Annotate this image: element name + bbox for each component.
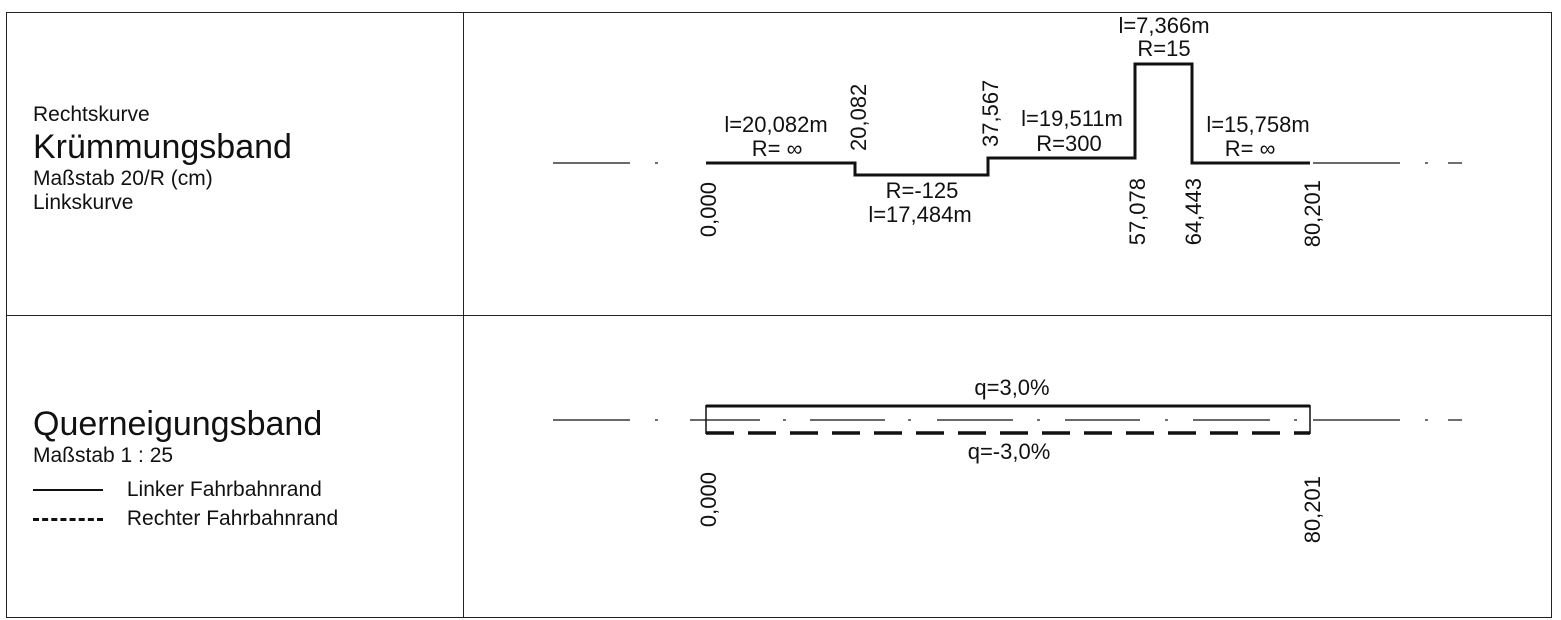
segment-1-length: l=20,082m bbox=[724, 112, 827, 137]
station-label: 64,443 bbox=[1181, 178, 1206, 245]
kruemmungsband-title: Krümmungsband bbox=[33, 128, 292, 166]
station-label: 0,000 bbox=[696, 182, 721, 237]
segment-3-radius: R=300 bbox=[1036, 131, 1101, 156]
segment-2-radius: R=-125 bbox=[886, 178, 959, 203]
segment-3-length: l=19,511m bbox=[1021, 106, 1123, 131]
legend-solid-label: Linker Fahrbahnrand bbox=[126, 478, 322, 501]
solid-line-symbol bbox=[33, 489, 103, 492]
curvature-band-line bbox=[706, 62, 1310, 177]
right-curve-note: Rechtskurve bbox=[33, 103, 150, 126]
left-curve-note: Linkskurve bbox=[33, 191, 134, 214]
segment-4-radius: R=15 bbox=[1137, 36, 1190, 61]
segment-5-length: l=15,758m bbox=[1206, 112, 1309, 137]
querneigungsband-labels: Querneigungsband Maßstab 1 : 25 bbox=[33, 404, 322, 468]
station-label: 57,078 bbox=[1125, 178, 1150, 245]
legend-solid: Linker Fahrbahnrand bbox=[33, 478, 322, 502]
legend-dashed: Rechter Fahrbahnrand bbox=[33, 507, 338, 531]
station-label: 0,000 bbox=[696, 472, 721, 527]
kruemmungsband-scale: Maßstab 20/R (cm) bbox=[33, 167, 213, 190]
segment-4-length: l=7,366m bbox=[1118, 13, 1209, 38]
q-left-label: q=3,0% bbox=[974, 375, 1049, 400]
station-label: 37,567 bbox=[978, 80, 1003, 147]
station-label: 80,201 bbox=[1300, 476, 1325, 543]
legend-dashed-label: Rechter Fahrbahnrand bbox=[126, 507, 339, 530]
station-label: 80,201 bbox=[1300, 180, 1325, 247]
q-right-label: q=-3,0% bbox=[968, 439, 1051, 464]
row-divider bbox=[6, 315, 1552, 316]
segment-1-radius: R= ∞ bbox=[752, 136, 803, 161]
station-label: 20,082 bbox=[846, 84, 871, 151]
segment-2-length: l=17,484m bbox=[868, 202, 971, 227]
querneigungsband-title: Querneigungsband bbox=[33, 405, 323, 443]
querneigungsband-scale: Maßstab 1 : 25 bbox=[33, 444, 174, 467]
kruemmungsband-labels: Rechtskurve Krümmungsband Maßstab 20/R (… bbox=[33, 103, 292, 215]
segment-5-radius: R= ∞ bbox=[1225, 136, 1276, 161]
dashed-line-symbol bbox=[33, 517, 103, 521]
